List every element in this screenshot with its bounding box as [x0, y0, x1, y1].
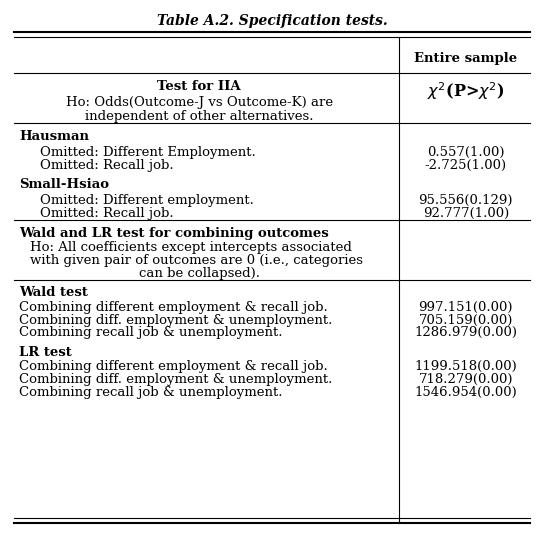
Text: Combining recall job & unemployment.: Combining recall job & unemployment. — [19, 326, 282, 339]
Text: Entire sample: Entire sample — [415, 52, 517, 64]
Text: with given pair of outcomes are 0 (i.e., categories: with given pair of outcomes are 0 (i.e.,… — [30, 254, 363, 267]
Text: Hausman: Hausman — [19, 130, 89, 143]
Text: 1546.954(0.00): 1546.954(0.00) — [415, 386, 517, 399]
Text: Ho: Odds(Outcome-J vs Outcome-K) are: Ho: Odds(Outcome-J vs Outcome-K) are — [66, 96, 333, 109]
Text: Omitted: Different Employment.: Omitted: Different Employment. — [40, 146, 256, 159]
Text: -2.725(1.00): -2.725(1.00) — [425, 159, 507, 172]
Text: 0.557(1.00): 0.557(1.00) — [427, 146, 505, 159]
Text: Omitted: Recall job.: Omitted: Recall job. — [40, 159, 174, 172]
Text: Test for IIA: Test for IIA — [158, 80, 241, 93]
Text: LR test: LR test — [19, 345, 72, 359]
Text: Wald test: Wald test — [19, 286, 88, 299]
Text: 705.159(0.00): 705.159(0.00) — [419, 314, 513, 326]
Text: Small-Hsiao: Small-Hsiao — [19, 178, 109, 191]
Text: 718.279(0.00): 718.279(0.00) — [418, 373, 513, 386]
Text: $\chi^2$(P>$\chi^2$): $\chi^2$(P>$\chi^2$) — [427, 80, 504, 101]
Text: 92.777(1.00): 92.777(1.00) — [423, 207, 509, 220]
Text: Combining different employment & recall job.: Combining different employment & recall … — [19, 301, 327, 314]
Text: Wald and LR test for combining outcomes: Wald and LR test for combining outcomes — [19, 227, 329, 240]
Text: Table A.2. Specification tests.: Table A.2. Specification tests. — [157, 14, 387, 28]
Text: Omitted: Recall job.: Omitted: Recall job. — [40, 207, 174, 220]
Text: independent of other alternatives.: independent of other alternatives. — [85, 110, 313, 122]
Text: 997.151(0.00): 997.151(0.00) — [418, 301, 513, 314]
Text: Omitted: Different employment.: Omitted: Different employment. — [40, 193, 255, 207]
Text: Combining recall job & unemployment.: Combining recall job & unemployment. — [19, 386, 282, 399]
Text: can be collapsed).: can be collapsed). — [139, 267, 260, 280]
Text: 95.556(0.129): 95.556(0.129) — [418, 193, 513, 207]
Text: 1199.518(0.00): 1199.518(0.00) — [415, 360, 517, 373]
Text: Combining diff. employment & unemployment.: Combining diff. employment & unemploymen… — [19, 314, 332, 326]
Text: Combining diff. employment & unemployment.: Combining diff. employment & unemploymen… — [19, 373, 332, 386]
Text: 1286.979(0.00): 1286.979(0.00) — [415, 326, 517, 339]
Text: Ho: All coefficients except intercepts associated: Ho: All coefficients except intercepts a… — [30, 242, 351, 255]
Text: Combining different employment & recall job.: Combining different employment & recall … — [19, 360, 327, 373]
